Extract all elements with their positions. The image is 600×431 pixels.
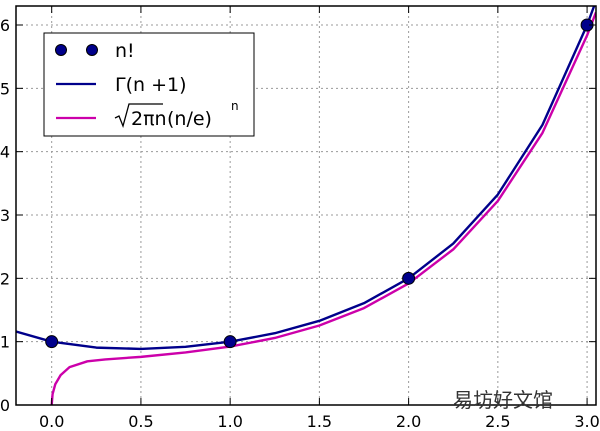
x-tick-label: 0.5: [128, 412, 153, 431]
y-tick-label: 2: [0, 269, 10, 288]
x-tick-label: 2.0: [396, 412, 421, 431]
x-tick-label: 1.0: [217, 412, 242, 431]
x-tick-label: 0.0: [39, 412, 64, 431]
legend-label-factorial: n!: [115, 40, 135, 62]
series-line-gamma: [16, 6, 596, 351]
tick-labels: 0.0 0.5 1.0 1.5 2.0 2.5 3.0 0 1 2 3 4 5 6: [0, 16, 600, 431]
x-tick-label: 2.5: [485, 412, 510, 431]
legend-label-stirling-paren: (n/e): [167, 108, 212, 130]
legend-label-stirling-sup: n: [231, 99, 239, 113]
factorial-point: [223, 335, 237, 349]
legend-marker-factorial-2: [86, 44, 98, 56]
x-tick-label: 3.0: [574, 412, 599, 431]
y-tick-label: 3: [0, 206, 10, 225]
ticks: [16, 6, 596, 406]
y-tick-label: 5: [0, 79, 10, 98]
legend-marker-factorial-1: [55, 44, 67, 56]
watermark: 易坊好文馆: [453, 388, 553, 412]
legend-label-stirling-root: 2πn: [131, 108, 167, 130]
x-tick-label: 1.5: [307, 412, 332, 431]
y-tick-label: 4: [0, 143, 10, 162]
y-tick-label: 1: [0, 333, 10, 352]
y-tick-label: 0: [0, 396, 10, 415]
plot-frame: [15, 5, 597, 406]
legend-label-gamma: Γ(n +1): [115, 74, 187, 96]
y-tick-label: 6: [0, 16, 10, 35]
sqrt-symbol-icon: [114, 103, 163, 129]
series-layer: [16, 6, 596, 405]
legend: n! Γ(n +1) 2πn (n/e) n: [43, 32, 255, 137]
factorial-point: [45, 335, 59, 349]
factorial-point: [402, 271, 416, 285]
